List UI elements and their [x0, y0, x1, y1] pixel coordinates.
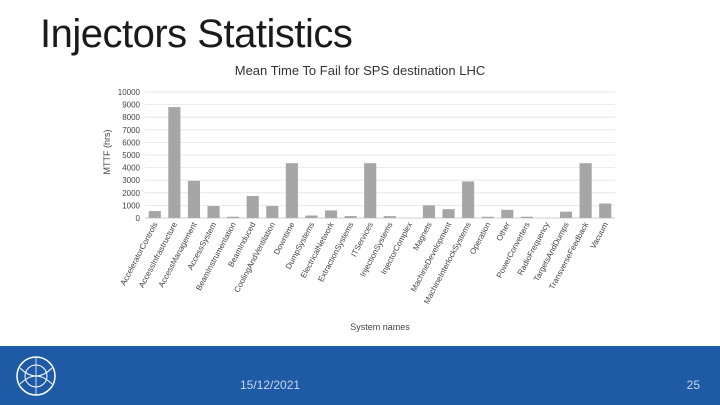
bar-vacuum: [599, 203, 612, 218]
y-axis-label: MTTF (hrs): [102, 130, 112, 175]
bar-extractionsystems: [344, 216, 357, 218]
bar-accessmanagement: [187, 180, 201, 218]
bar-beaminduced: [246, 195, 259, 218]
bar-targetsanddumps: [559, 211, 573, 218]
bar-operation: [481, 216, 494, 218]
bar-electricalnetwork: [324, 210, 338, 218]
y-tick-labels: 0 1000 2000 3000 4000 5000 6000 7000 8000 9000 100…: [118, 88, 141, 223]
footer-bar: [0, 346, 720, 405]
y-tick-label: 10000: [118, 88, 141, 97]
bar-accesssystem: [207, 206, 220, 218]
bar-acceleratorcontrols: [148, 211, 161, 218]
bar-injectionsystems: [383, 216, 396, 218]
mttf-bar-chart: 0 1000 2000 3000 4000 5000 6000 7000 8000 9000 100…: [102, 88, 615, 332]
x-tick-labels: AcceleratorControlsAccessInfrastructureA…: [119, 220, 610, 306]
bar-dumpsystems: [305, 215, 318, 218]
y-tick-label: 9000: [122, 101, 140, 110]
y-tick-label: 2000: [122, 189, 140, 198]
cern-logo-icon: [16, 356, 56, 396]
x-tick-label: Vacuum: [589, 220, 611, 250]
y-tick-label: 3000: [122, 176, 140, 185]
chart-title: Mean Time To Fail for SPS destination LH…: [234, 63, 486, 78]
bar-machineinterlocksystems: [462, 181, 475, 218]
slide-title: Injectors Statistics: [40, 12, 353, 56]
y-tick-label: 6000: [122, 138, 140, 147]
footer-date: 15/12/2021: [240, 378, 301, 392]
bar-beaminstrumentation: [227, 216, 240, 218]
bar-accessinfrastructure: [168, 107, 181, 218]
bar-itservices: [364, 163, 377, 218]
x-axis-label: System names: [350, 322, 410, 332]
page-number: 25: [686, 378, 700, 392]
y-tick-label: 4000: [122, 164, 140, 173]
bar-other: [501, 209, 514, 218]
bar-transversefeedback: [579, 163, 592, 218]
bar-magnets: [422, 205, 436, 218]
gridlines: [145, 91, 615, 219]
x-tick-label: Other: [495, 220, 512, 242]
bar-machinedevelopment: [442, 209, 455, 218]
bar-coolingandventilation: [266, 206, 279, 218]
y-tick-label: 7000: [122, 126, 140, 135]
y-tick-label: 5000: [122, 151, 140, 160]
bar-powerconverters: [520, 216, 533, 218]
bars: [148, 107, 612, 218]
y-tick-label: 0: [136, 214, 141, 223]
bar-downtime: [285, 163, 298, 218]
y-tick-label: 1000: [122, 201, 140, 210]
y-tick-label: 8000: [122, 113, 140, 122]
